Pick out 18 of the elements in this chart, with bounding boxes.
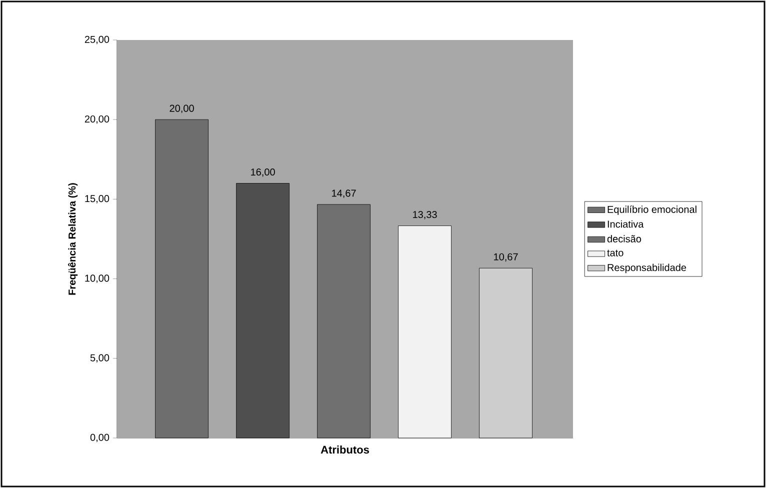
y-axis-title: Freqüência Relativa (%)	[68, 183, 78, 295]
legend-label: decisão	[607, 235, 642, 242]
data-label: 20,00	[170, 104, 194, 114]
y-tick-label: 5,00	[90, 354, 110, 363]
data-label: 10,67	[494, 253, 518, 262]
legend-label: Responsabilidade	[608, 264, 686, 274]
data-label: 16,00	[251, 168, 275, 177]
y-tick-label: 15,00	[85, 195, 110, 204]
legend-label: Inciativa	[608, 220, 644, 228]
legend-label: Equilíbrio emocional	[608, 205, 696, 215]
x-axis-title: Atributos	[320, 446, 370, 454]
data-label: 13,33	[413, 210, 437, 220]
data-label: 14,67	[332, 190, 356, 198]
legend-label: tato	[607, 250, 624, 256]
y-tick-label: 25,00	[84, 36, 110, 44]
y-tick-label: 20,00	[84, 115, 110, 124]
y-tick-label: 0,00	[90, 434, 110, 442]
y-tick-label: 10,00	[85, 274, 110, 283]
